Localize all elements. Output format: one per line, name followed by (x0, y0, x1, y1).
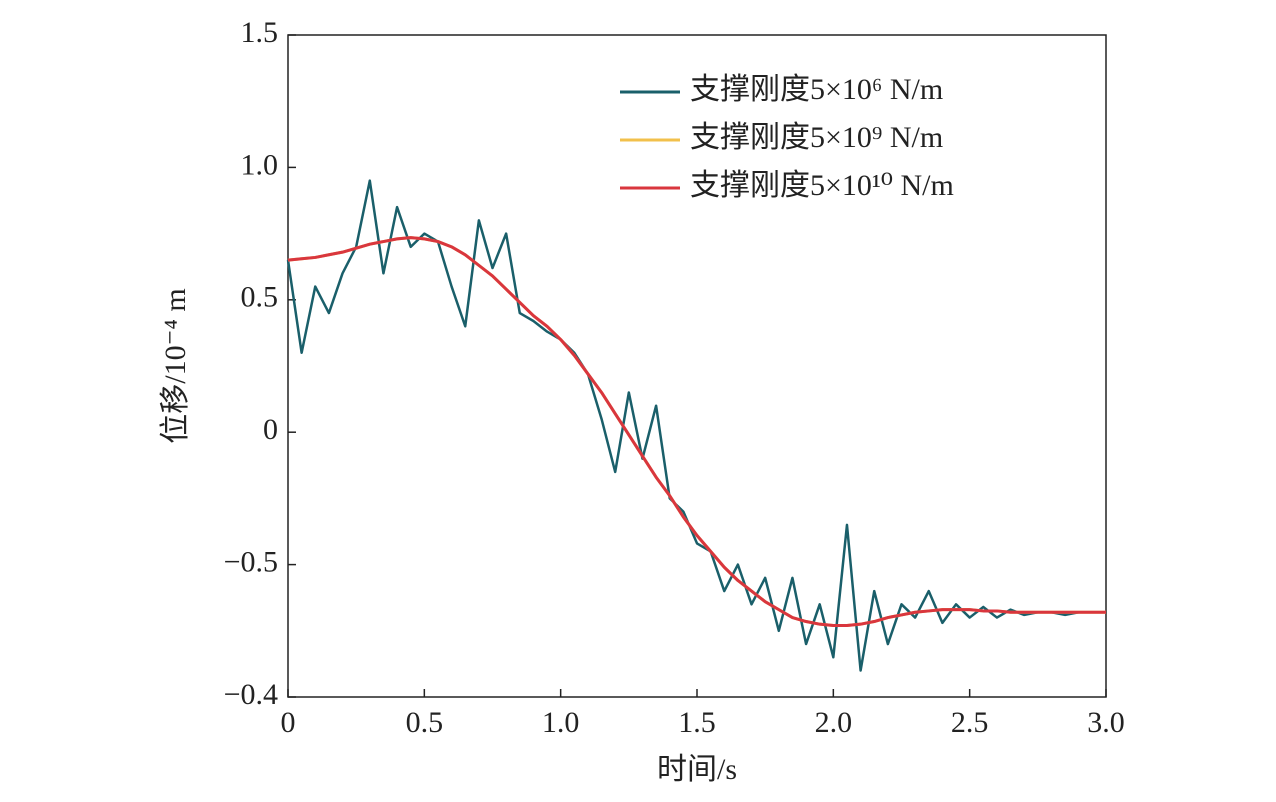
x-tick-label: 0.5 (406, 706, 444, 739)
series-line (286, 179, 1106, 672)
x-tick-label: 2.5 (951, 706, 989, 739)
legend-label: 支撑刚度5×10¹⁰ N/m (690, 169, 954, 202)
y-tick-label: 0.5 (241, 281, 279, 314)
y-axis-label: 位移/10⁻⁴ m (159, 288, 192, 443)
series-line (287, 236, 1106, 628)
x-tick-label: 3.0 (1087, 706, 1125, 739)
x-tick-label: 1.5 (678, 706, 716, 739)
y-tick-label: 0 (263, 413, 278, 446)
y-tick-label: 1.0 (241, 148, 279, 181)
y-tick-label: −0.5 (224, 545, 278, 578)
legend-label: 支撑刚度5×10⁶ N/m (690, 73, 943, 106)
series-line (287, 236, 1106, 628)
y-tick-label: 1.5 (241, 16, 279, 49)
x-tick-label: 1.0 (542, 706, 580, 739)
y-tick-label: −0.4 (224, 678, 278, 711)
legend-label: 支撑刚度5×10⁹ N/m (690, 121, 943, 154)
x-tick-label: 0 (281, 706, 296, 739)
x-tick-label: 2.0 (815, 706, 853, 739)
x-axis-label: 时间/s (657, 753, 737, 786)
